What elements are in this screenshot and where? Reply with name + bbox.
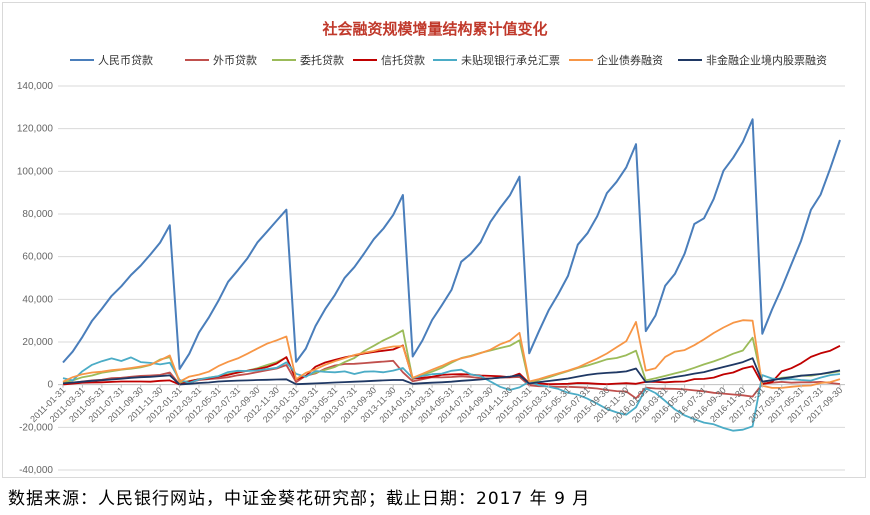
legend-label: 未贴现银行承兑汇票: [461, 53, 560, 67]
legend-label: 信托贷款: [381, 53, 425, 67]
legend-label: 人民币贷款: [98, 53, 153, 67]
y-tick-label: 40,000: [22, 294, 53, 305]
series-line-0: [62, 118, 841, 370]
source-note: 数据来源：人民银行网站，中证金葵花研究部；截止日期：2017 年 9 月: [8, 489, 591, 509]
y-tick-label: 0: [47, 380, 53, 391]
line-chart: 社会融资规模增量结构累计值变化 人民币贷款 外币贷款 委托贷款 信托贷款 未贴现银行承兑…: [17, 20, 845, 476]
legend-label: 外币贷款: [213, 53, 257, 67]
y-tick-label: 100,000: [17, 166, 54, 177]
y-tick-label: 20,000: [22, 337, 53, 348]
y-tick-label: 120,000: [17, 124, 54, 135]
legend-label: 委托贷款: [300, 53, 344, 67]
chart-title: 社会融资规模增量结构累计值变化: [321, 20, 547, 38]
y-tick-label: 140,000: [17, 81, 54, 92]
legend-label: 非金融企业境内股票融资: [706, 53, 827, 67]
series-lines: [62, 118, 841, 432]
legend-label: 企业债券融资: [597, 53, 663, 67]
series-line-5: [62, 319, 841, 389]
chart-frame: [2, 2, 866, 478]
y-tick-label: 60,000: [22, 252, 53, 263]
series-line-6: [62, 357, 841, 386]
y-axis: -40,000 -20,000 0 20,000 40,000 60,000 80,000 1…: [17, 81, 54, 476]
y-tick-label: -20,000: [19, 422, 53, 433]
x-axis: 2011-01-312011-03-312011-05-312011-07-31…: [28, 384, 844, 425]
series-line-3: [62, 344, 841, 386]
gridlines: [58, 85, 845, 471]
y-tick-label: -40,000: [19, 465, 53, 476]
y-tick-label: 80,000: [22, 209, 53, 220]
series-line-4: [62, 356, 841, 432]
legend: 人民币贷款 外币贷款 委托贷款 信托贷款 未贴现银行承兑汇票 企业债券融资 非金融企业境内股…: [70, 53, 827, 67]
